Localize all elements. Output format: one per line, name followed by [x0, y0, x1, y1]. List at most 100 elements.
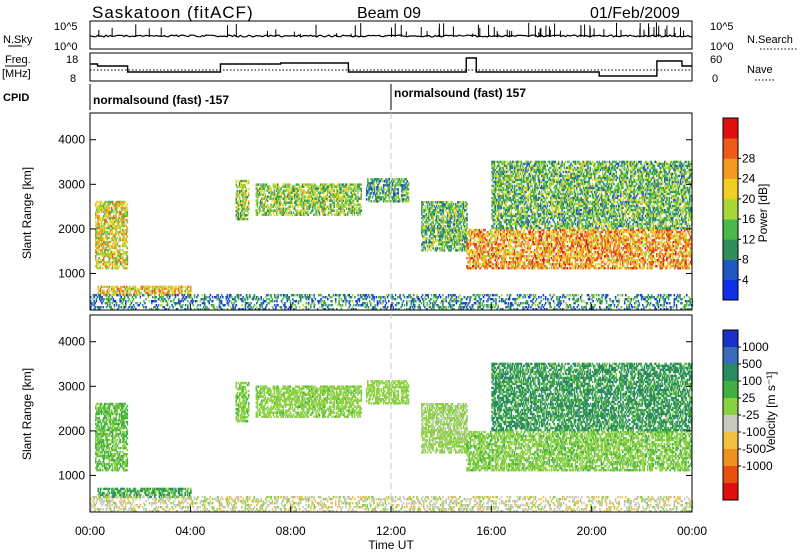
- power-cell: [100, 217, 102, 219]
- power-cell: [324, 214, 326, 216]
- power-cell: [429, 219, 431, 221]
- power-cell: [384, 188, 386, 190]
- station-title: Saskatoon (fitACF): [92, 3, 254, 22]
- power-cell: [289, 183, 291, 185]
- power-cell: [518, 239, 520, 241]
- power-cell: [333, 189, 335, 191]
- nsearch-tick-bottom: 10^0: [710, 41, 734, 53]
- power-cell: [248, 212, 250, 214]
- power-cell: [598, 247, 600, 249]
- power-cell: [408, 196, 410, 198]
- power-cell: [638, 235, 640, 237]
- power-cell: [361, 187, 363, 189]
- power-cell: [245, 184, 247, 186]
- power-cell: [101, 286, 103, 288]
- power-cell: [248, 188, 250, 190]
- power-cell: [450, 221, 452, 223]
- power-cell: [598, 263, 600, 265]
- power-cell: [381, 186, 383, 188]
- power-cell: [260, 209, 262, 211]
- power-cell: [430, 249, 432, 251]
- power-cell: [361, 183, 363, 185]
- power-cell: [130, 294, 132, 296]
- power-cell: [127, 207, 129, 209]
- power-cell: [466, 213, 468, 215]
- power-cell: [120, 237, 122, 239]
- power-cell: [127, 247, 129, 249]
- power-cell: [109, 286, 111, 288]
- power-cell: [388, 178, 390, 180]
- power-cell: [426, 213, 428, 215]
- power-cell: [526, 233, 528, 235]
- power-cell: [549, 267, 551, 269]
- power-cell: [265, 193, 267, 195]
- power-cell: [127, 227, 129, 229]
- power-cell: [109, 237, 111, 239]
- power-cell: [120, 245, 122, 247]
- power-cell: [127, 267, 129, 269]
- power-cell: [292, 201, 294, 203]
- nsearch-label: N.Search: [747, 34, 793, 46]
- freq-frame: [90, 53, 692, 81]
- power-cell: [149, 286, 151, 288]
- power-cell: [628, 237, 630, 239]
- power-cell: [247, 218, 249, 220]
- cpid-strip: CPID normalsound (fast) -157 normalsound…: [3, 84, 526, 110]
- power-cell: [344, 209, 346, 211]
- power-cell: [246, 188, 248, 190]
- power-cell: [102, 267, 104, 269]
- power-cell: [313, 214, 315, 216]
- power-cell: [127, 241, 129, 243]
- power-cell: [568, 253, 570, 255]
- power-cell: [274, 214, 276, 216]
- power-cell: [567, 231, 569, 233]
- power-cell: [361, 209, 363, 211]
- power-cell: [127, 203, 129, 205]
- power-cell: [596, 267, 598, 269]
- power-cell: [319, 212, 321, 214]
- nsearch-tick-top: 10^5: [710, 21, 734, 33]
- nsky-strip: N.Sky 10^5 10^0 10^5 10^0 N.Search: [3, 21, 797, 53]
- power-cell: [379, 192, 381, 194]
- power-cell: [190, 286, 192, 288]
- power-cell: [620, 251, 622, 253]
- power-cell: [458, 227, 460, 229]
- power-cell: [103, 237, 105, 239]
- power-cell: [437, 247, 439, 249]
- power-cell: [605, 267, 607, 269]
- power-cell: [408, 192, 410, 194]
- power-cell: [120, 249, 122, 251]
- nsky-tick-bottom: 10^0: [54, 41, 78, 53]
- power-cell: [98, 223, 100, 225]
- power-cell: [524, 261, 526, 263]
- nsky-tick-top: 10^5: [54, 21, 78, 33]
- power-cell: [355, 193, 357, 195]
- power-cell: [546, 267, 548, 269]
- power-cell: [127, 219, 129, 221]
- power-cell: [466, 207, 468, 209]
- nave-label: Nave: [747, 64, 773, 76]
- power-cell: [466, 203, 468, 205]
- power-cell: [127, 255, 129, 257]
- power-cell: [333, 209, 335, 211]
- power-cell: [248, 192, 250, 194]
- power-cell: [424, 205, 426, 207]
- power-cell: [366, 198, 368, 200]
- power-cell: [116, 237, 118, 239]
- freq-label: Freq.: [5, 54, 31, 66]
- power-cell: [498, 263, 500, 265]
- power-cell: [394, 178, 396, 180]
- nsky-label: N.Sky: [3, 34, 33, 46]
- power-cell: [567, 241, 569, 243]
- cpid-label: CPID: [3, 92, 29, 104]
- freq-tick-top: 18: [66, 54, 78, 66]
- power-cell: [127, 251, 129, 253]
- power-cell: [466, 223, 468, 225]
- power-cell: [466, 257, 468, 259]
- freq-tick-bottom: 8: [70, 73, 76, 85]
- power-cell: [525, 247, 527, 249]
- power-cell: [98, 286, 100, 288]
- power-cell: [123, 229, 125, 231]
- power-cell: [484, 229, 486, 231]
